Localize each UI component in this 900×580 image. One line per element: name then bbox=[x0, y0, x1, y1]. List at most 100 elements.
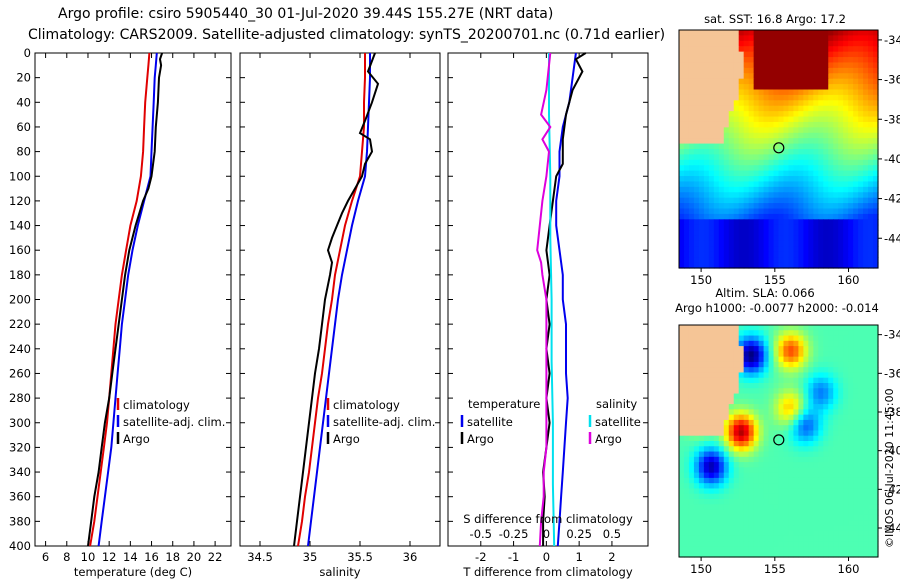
legend-satellite-adj-label: satellite-adj. clim. bbox=[333, 415, 435, 429]
y-tick-label: 320 bbox=[9, 440, 31, 454]
map-cell bbox=[853, 100, 859, 107]
map-cell bbox=[783, 197, 790, 204]
map-cell bbox=[713, 462, 720, 468]
map-cell bbox=[873, 462, 879, 468]
map-cell bbox=[833, 246, 839, 253]
map-cell bbox=[733, 372, 740, 379]
map-cell bbox=[788, 419, 795, 426]
map-cell bbox=[778, 176, 785, 183]
map-cell bbox=[708, 509, 715, 516]
map-cell bbox=[813, 330, 819, 337]
map-cell bbox=[853, 143, 859, 150]
map-cell bbox=[703, 367, 710, 374]
map-cell bbox=[833, 346, 839, 352]
map-cell bbox=[858, 230, 864, 237]
map-cell bbox=[843, 393, 849, 400]
map-cell bbox=[873, 335, 879, 342]
map-cell bbox=[763, 197, 770, 204]
map-cell bbox=[708, 203, 715, 210]
map-cell bbox=[703, 446, 710, 453]
map-cell bbox=[698, 213, 705, 220]
map-cell bbox=[813, 213, 819, 220]
map-cell bbox=[833, 132, 839, 139]
map-cell bbox=[813, 361, 819, 368]
map-cell bbox=[818, 176, 824, 183]
map-cell bbox=[768, 383, 775, 389]
map-cell bbox=[818, 541, 824, 548]
map-cell bbox=[843, 351, 849, 358]
map-cell bbox=[718, 176, 725, 183]
map-cell bbox=[853, 240, 859, 247]
map-cell bbox=[853, 367, 859, 374]
map-cell bbox=[823, 388, 829, 395]
map-cell bbox=[863, 414, 869, 421]
map-cell bbox=[823, 186, 829, 193]
map-cell bbox=[793, 441, 799, 447]
map-cell bbox=[873, 504, 879, 511]
map-cell bbox=[818, 251, 824, 258]
map-cell bbox=[753, 246, 760, 253]
map-cell bbox=[679, 530, 685, 537]
map-y-tick-label: -34 bbox=[884, 328, 900, 342]
map-cell bbox=[848, 493, 854, 500]
map-cell bbox=[679, 404, 685, 410]
map-cell bbox=[743, 121, 750, 128]
map-cell bbox=[803, 116, 809, 123]
map-cell bbox=[728, 121, 735, 128]
map-cell bbox=[758, 186, 765, 193]
map-cell bbox=[858, 467, 864, 474]
map-cell bbox=[679, 361, 685, 368]
map-cell bbox=[833, 467, 839, 474]
map-cell bbox=[718, 414, 725, 421]
map-cell bbox=[818, 504, 824, 511]
map-cell bbox=[778, 493, 785, 500]
map-cell bbox=[783, 116, 790, 123]
map-cell bbox=[838, 388, 844, 395]
map-cell bbox=[679, 430, 685, 437]
map-cell bbox=[843, 138, 849, 145]
map-cell bbox=[823, 330, 829, 337]
map-cell bbox=[768, 361, 775, 368]
map-cell bbox=[788, 73, 795, 80]
map-cell bbox=[768, 176, 775, 183]
map-cell bbox=[818, 105, 824, 112]
map-frame bbox=[678, 324, 879, 558]
map-cell bbox=[828, 251, 834, 258]
map-cell bbox=[843, 181, 849, 188]
map-cell bbox=[768, 35, 775, 42]
map-cell bbox=[738, 377, 745, 384]
map-cell bbox=[778, 78, 785, 85]
map-cell bbox=[768, 192, 775, 199]
map-cell bbox=[863, 472, 869, 479]
map-cell bbox=[763, 246, 770, 253]
map-cell bbox=[708, 262, 715, 269]
map-cell bbox=[803, 530, 809, 537]
map-cell bbox=[688, 176, 695, 183]
map-cell bbox=[733, 111, 740, 118]
map-cell bbox=[803, 240, 809, 247]
map-cell bbox=[748, 213, 755, 220]
map-cell bbox=[723, 192, 730, 199]
map-cell bbox=[743, 246, 750, 253]
map-cell bbox=[778, 514, 785, 521]
map-cell bbox=[818, 493, 824, 500]
map-cell bbox=[698, 154, 705, 161]
map-cell bbox=[763, 356, 770, 363]
map-cell bbox=[683, 346, 690, 352]
map-cell bbox=[703, 219, 710, 226]
map-cell bbox=[713, 325, 720, 331]
map-cell bbox=[773, 456, 780, 463]
map-cell bbox=[683, 499, 690, 505]
map-cell bbox=[683, 84, 690, 91]
map-cell bbox=[848, 535, 854, 542]
map-cell bbox=[723, 504, 730, 511]
map-cell bbox=[858, 208, 864, 215]
map-cell bbox=[868, 105, 874, 112]
map-cell bbox=[693, 149, 700, 156]
map-cell bbox=[728, 520, 735, 526]
map-cell bbox=[768, 170, 775, 177]
map-cell bbox=[793, 181, 799, 188]
map-cell bbox=[683, 67, 690, 74]
map-cell bbox=[828, 419, 834, 426]
map-cell bbox=[698, 435, 705, 442]
